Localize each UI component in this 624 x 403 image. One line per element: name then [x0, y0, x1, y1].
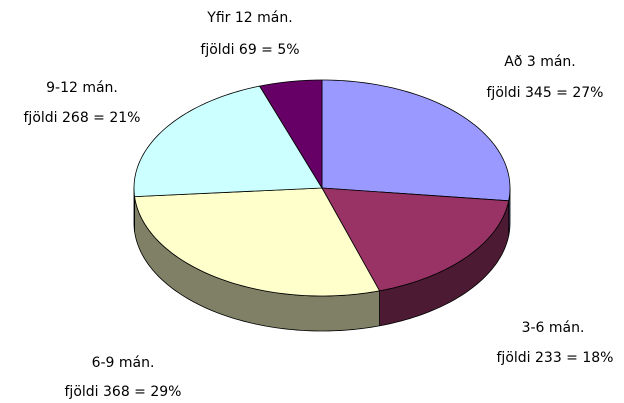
slice [133, 85, 323, 198]
value-label: fjöldi 368 = 29% [65, 384, 182, 400]
slice [321, 79, 511, 202]
slice [259, 79, 323, 190]
value-label: fjöldi 233 = 18% [497, 350, 614, 366]
slice [134, 187, 381, 297]
slice-label: Yfir 12 mán. [206, 10, 292, 26]
slice-label: Að 3 mán. [504, 54, 576, 70]
slice-label: 6-9 mán. [92, 355, 155, 371]
slice [321, 187, 510, 292]
slice-label: 3-6 mán. [522, 320, 585, 336]
value-label: fjöldi 268 = 21% [24, 110, 141, 126]
value-label: fjöldi 69 = 5% [200, 42, 299, 58]
value-label: fjöldi 345 = 27% [487, 85, 604, 101]
slice-label: 9-12 mán. [46, 80, 118, 96]
